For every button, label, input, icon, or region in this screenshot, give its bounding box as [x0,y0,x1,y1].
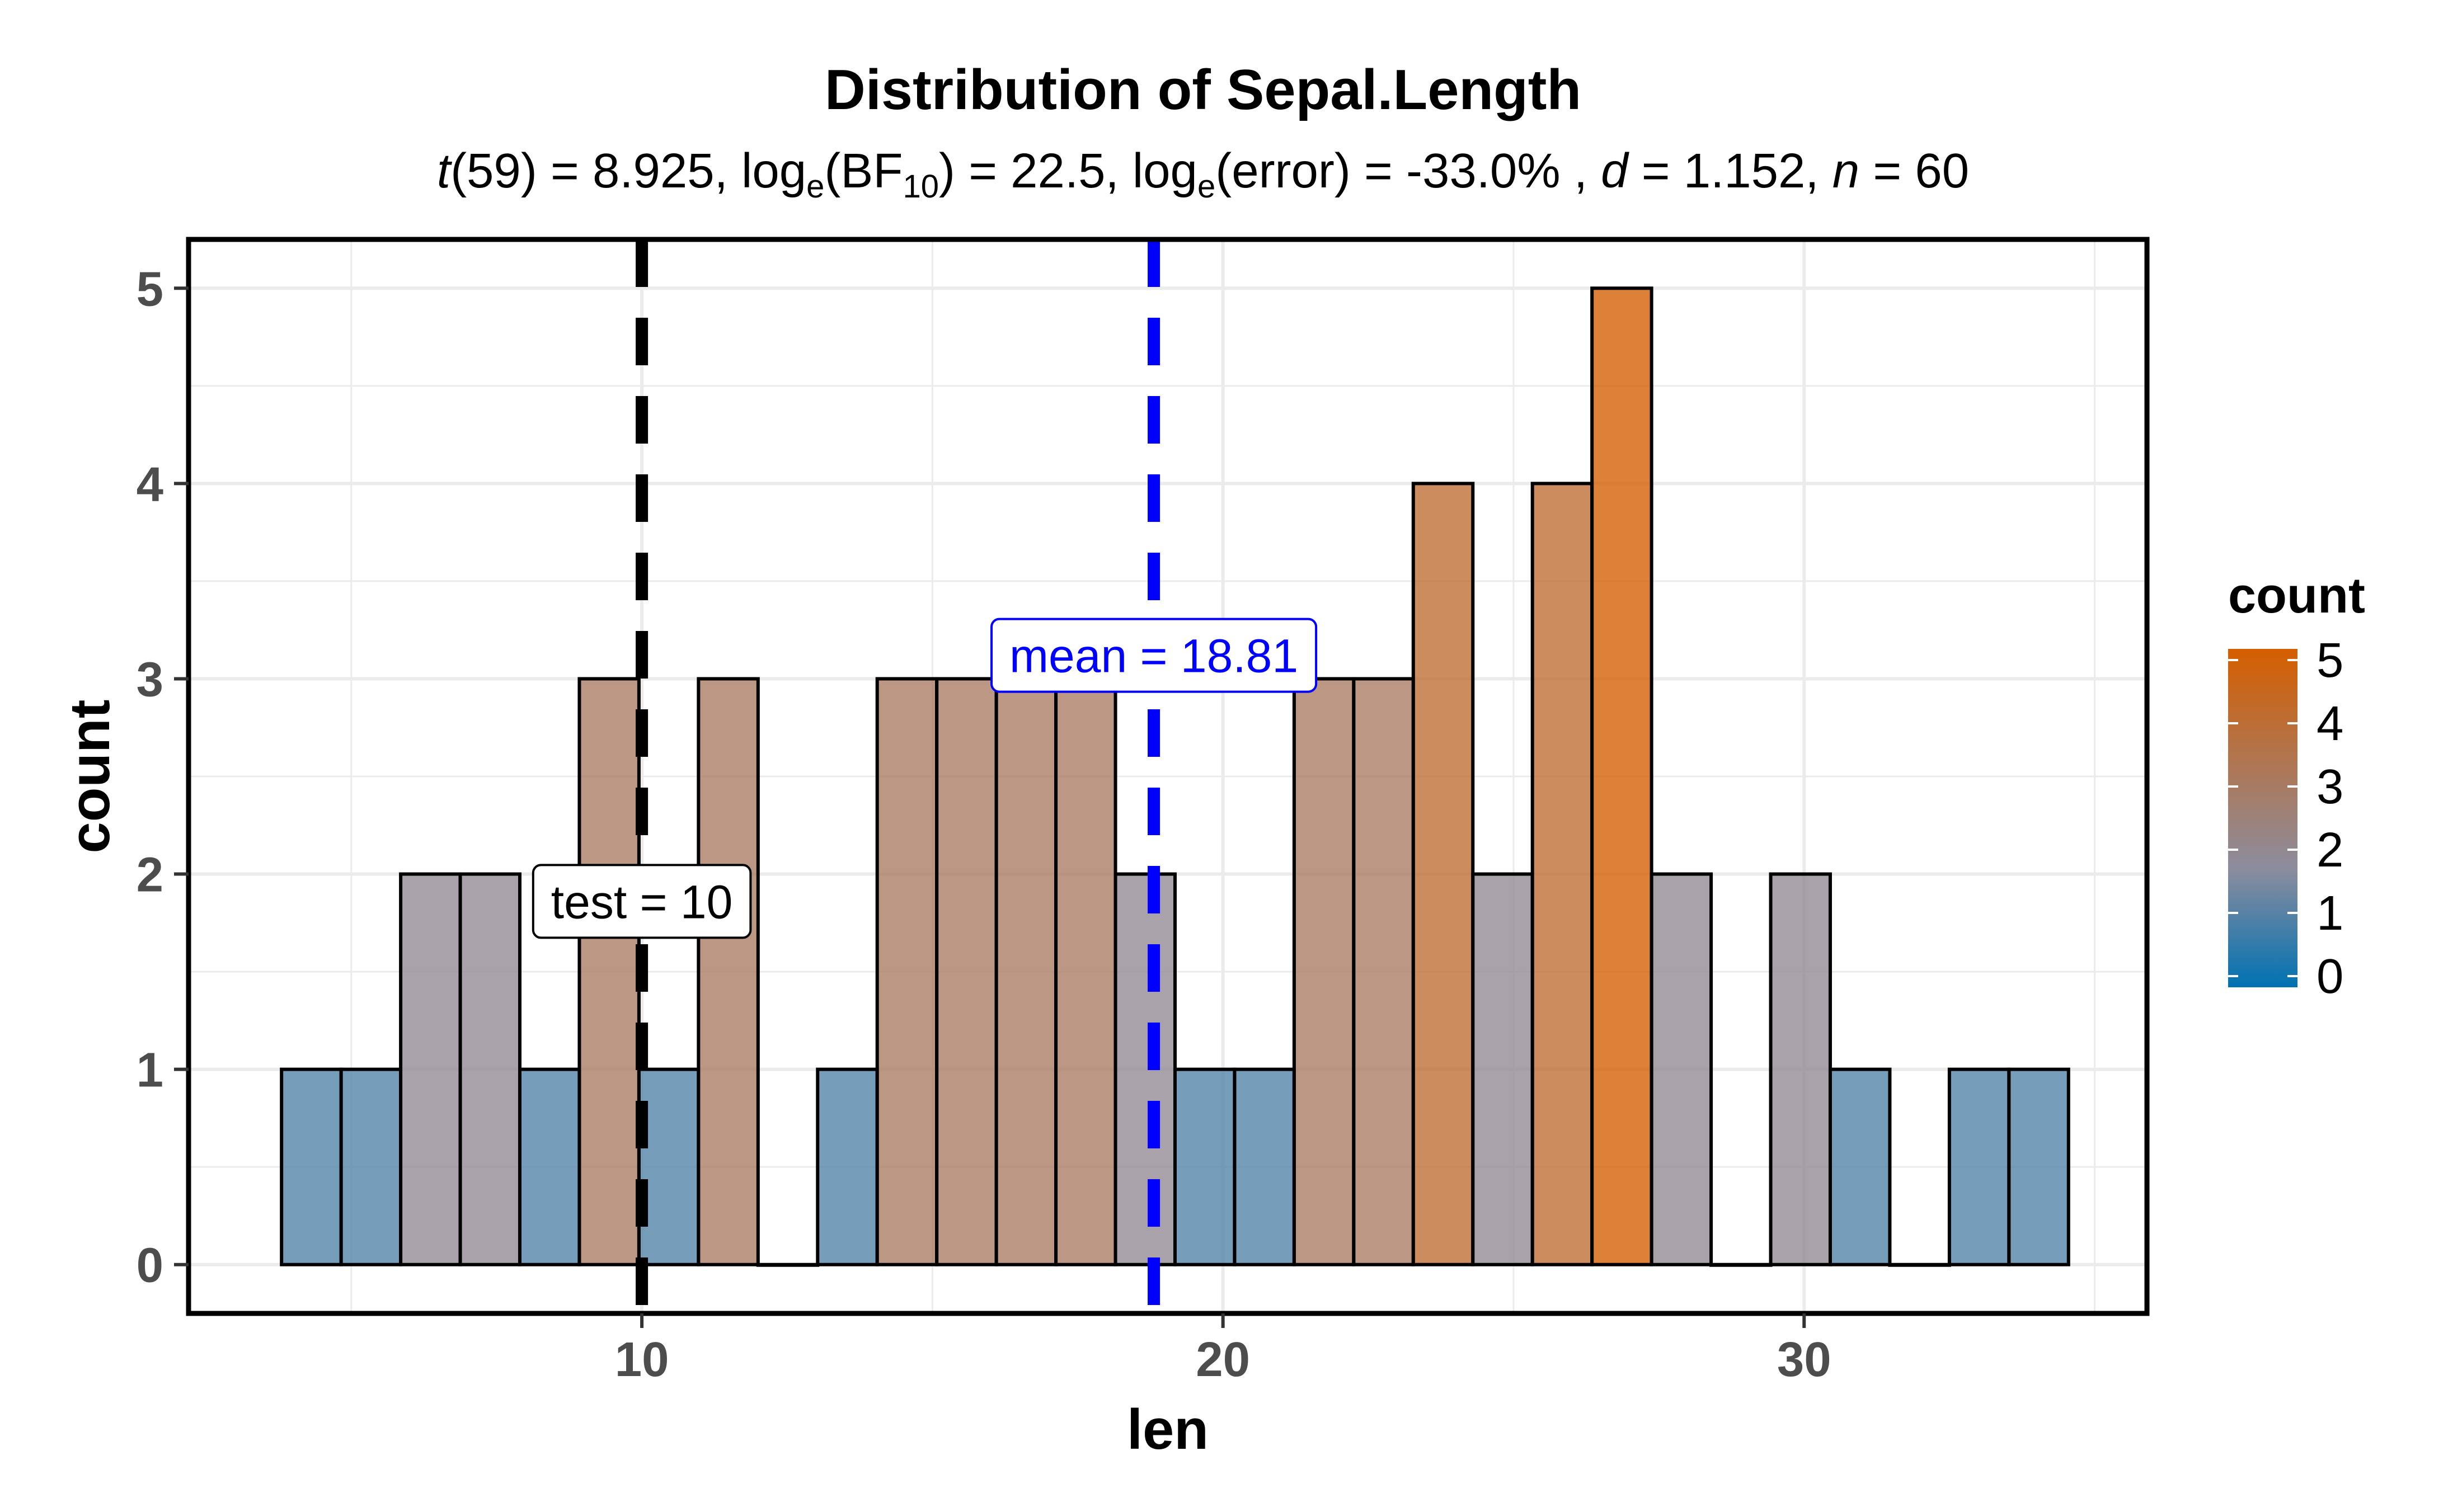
histogram-bar [935,677,998,1266]
histogram-bar [1650,872,1713,1266]
histogram-bar [1411,482,1475,1266]
mean-label-text: mean = 18.81 [1009,630,1298,682]
reference-lines [636,239,1160,1313]
histogram-bar [1233,1067,1296,1266]
panel-border [186,237,2150,1316]
y-axis-ticks: 0 1 2 3 4 5 [137,262,189,1293]
legend: count 5 4 3 2 1 0 [2228,568,2365,1004]
legend-label: 2 [2317,823,2343,877]
histogram-bar [1828,1067,1892,1266]
legend-label: 4 [2317,696,2343,751]
histogram-bar [1769,872,1832,1266]
histogram-bar [697,677,760,1266]
histogram-bar [1113,872,1177,1266]
y-tick-label: 0 [137,1238,163,1293]
chart-title: Distribution of Sepal.Length [825,59,1581,121]
mean-label-box [990,618,1318,693]
histogram-bar [2007,1067,2070,1266]
histogram-bar [518,1067,581,1266]
histogram-bar [875,677,939,1266]
x-tick-label: 20 [1196,1332,1250,1387]
legend-label: 3 [2317,760,2343,814]
histogram-bar [637,1067,701,1266]
histogram-bar [458,872,521,1266]
x-tick-label: 10 [615,1332,669,1387]
mean-label: mean = 18.81 [990,618,1318,693]
y-tick-label: 3 [137,652,163,706]
legend-ticks: 5 4 3 2 1 0 [2228,633,2343,1004]
y-tick-label: 1 [137,1043,163,1098]
histogram-bars [280,286,2070,1267]
chart-subtitle: t(59) = 8.925, loge(BF10) = 22.5, loge(e… [437,144,1969,205]
y-axis-title: count [59,700,121,854]
histogram-bar [1471,872,1534,1266]
legend-label: 5 [2317,633,2343,687]
histogram-bar [1292,677,1356,1266]
legend-title: count [2228,568,2365,624]
x-tick-label: 30 [1777,1332,1831,1387]
histogram-bar [399,872,462,1266]
histogram-bar [1173,1067,1237,1266]
histogram-bar [1947,1067,2011,1266]
histogram-bar [577,677,641,1266]
histogram-bar [339,1067,403,1266]
test-value-label-text: test = 10 [551,875,733,928]
histogram-bar [994,677,1058,1266]
histogram-bar [816,1067,879,1266]
test-value-label-box [532,864,752,939]
histogram-bar [1352,677,1415,1266]
histogram-bar [1530,482,1594,1266]
histogram-bar [1054,677,1117,1266]
histogram-bar [1590,286,1653,1266]
y-tick-label: 2 [137,848,163,902]
legend-label: 0 [2317,949,2343,1004]
x-axis-ticks: 10 20 30 [615,1313,1831,1387]
legend-colorbar [2228,649,2297,987]
test-value-label: test = 10 [532,864,752,939]
y-tick-label: 5 [137,262,163,316]
y-tick-label: 4 [137,457,163,511]
legend-label: 1 [2317,886,2343,940]
histogram-bar [280,1067,343,1266]
reference-labels: test = 10 mean = 18.81 [532,618,1318,939]
x-axis-title: len [1127,1398,1209,1461]
